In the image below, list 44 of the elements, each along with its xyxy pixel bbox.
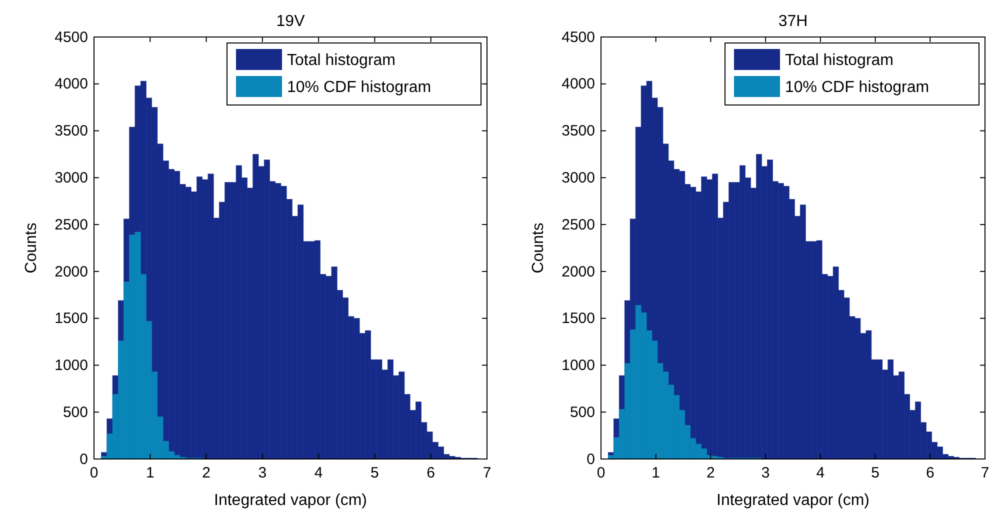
y-tick-label: 3000	[54, 169, 88, 186]
y-tick-label: 2000	[54, 263, 88, 280]
x-tick-label: 4	[314, 464, 323, 482]
x-tick-label: 5	[370, 464, 379, 482]
legend-label: 10% CDF histogram	[785, 79, 930, 96]
y-tick-label: 1500	[54, 310, 88, 328]
chart-title: 19V	[276, 13, 306, 30]
chart-title: 37H	[778, 13, 808, 30]
y-tick-label: 4000	[54, 76, 88, 93]
x-axis-title: Integrated vapor (cm)	[214, 492, 367, 509]
x-tick-label: 3	[761, 464, 770, 482]
x-tick-label: 4	[816, 464, 825, 482]
y-tick-label: 0	[586, 450, 595, 468]
y-axis-title: Counts	[23, 222, 40, 274]
y-tick-label: 3000	[562, 169, 595, 186]
y-tick-label: 4000	[562, 76, 595, 93]
legend-label: Total histogram	[785, 52, 894, 69]
y-tick-label: 1000	[562, 357, 595, 374]
x-tick-label: 7	[482, 464, 492, 482]
y-tick-label: 2000	[562, 263, 595, 280]
y-tick-label: 2500	[562, 216, 595, 234]
x-tick-label: 7	[980, 464, 990, 482]
y-axis-title: Counts	[530, 222, 547, 274]
y-tick-label: 4500	[54, 28, 88, 46]
y-tick-label: 500	[570, 404, 595, 421]
x-tick-label: 2	[706, 464, 715, 482]
y-tick-label: 3500	[54, 122, 88, 140]
legend-label: 10% CDF histogram	[287, 79, 432, 96]
y-tick-label: 2500	[54, 216, 88, 234]
y-tick-label: 0	[80, 450, 88, 468]
y-tick-label: 3500	[562, 122, 595, 140]
x-tick-label: 6	[426, 464, 436, 482]
y-tick-label: 500	[62, 404, 88, 421]
x-tick-label: 5	[871, 464, 880, 482]
y-tick-label: 1000	[54, 357, 88, 374]
legend-label: Total histogram	[287, 52, 396, 69]
x-tick-label: 3	[258, 464, 267, 482]
x-tick-label: 2	[202, 464, 210, 482]
x-tick-label: 1	[146, 464, 154, 482]
y-tick-label: 1500	[562, 310, 595, 328]
y-tick-label: 4500	[562, 28, 595, 46]
x-tick-label: 6	[926, 464, 934, 482]
x-tick-label: 1	[652, 464, 660, 482]
x-axis-title: Integrated vapor (cm)	[716, 492, 870, 509]
